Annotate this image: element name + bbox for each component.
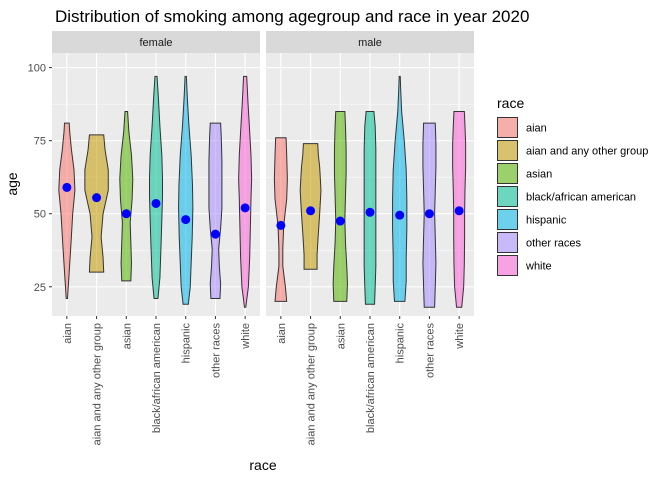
mean-point-female-aian [62,182,72,192]
legend-item: aian [497,117,547,138]
x-tick-label: white [454,323,466,350]
mean-point-female-asian [121,209,131,219]
facet-panel-male: male aian aian and any other group asian bla… [266,31,474,445]
x-tick-label: aian [276,323,288,344]
x-tick-label: other races [210,323,222,379]
legend-item: hispanic [497,209,567,230]
mean-point-male-asian [335,216,345,226]
mean-point-male-aian [276,220,286,230]
violin-male-asian [332,110,348,302]
mean-point-female-hispanic [181,215,191,225]
y-tick-label: 25 [34,282,46,294]
legend-label: aian [526,123,547,135]
mean-point-male-other-races [424,209,434,219]
legend-swatch [497,140,518,161]
x-axis-title: race [249,457,276,473]
legend-swatch [497,232,518,253]
violin-female-asian [119,110,134,282]
facet-strip-label: female [139,37,172,49]
x-tick-label: asian [335,323,347,349]
legend-title: race [497,95,524,111]
legend-swatch [497,117,518,138]
legend-swatch [497,255,518,276]
violin-female-aian [58,122,76,299]
x-tick-label: black/african american [151,323,163,433]
legend-swatch [497,163,518,184]
legend-label: asian [526,169,552,181]
x-tick-label: white [240,323,252,350]
legend-swatch [497,186,518,207]
legend-item: asian [497,163,552,184]
facet-strip [266,31,474,53]
mean-point-male-black-african-american [365,207,375,217]
legend-item: aian and any other group [497,140,648,161]
facet-strip-label: male [358,37,382,49]
mean-point-male-hispanic [395,210,405,220]
y-tick-label: 75 [34,136,46,148]
panels-layer: female aian aian and any other group asian b… [28,31,474,445]
mean-point-female-black-african-american [151,198,161,208]
legend-label: other races [526,238,582,250]
chart-title: Distribution of smoking among agegroup a… [55,7,529,26]
y-axis-title: age [4,172,20,196]
x-tick-label: aian [62,323,74,344]
legend-label: hispanic [526,215,567,227]
facet-panel-female: female aian aian and any other group asian b… [28,31,260,445]
x-tick-label: hispanic [395,323,407,364]
violin-female-other-races [208,122,223,299]
legend-label: white [525,261,552,273]
legend-swatch [497,209,518,230]
legend-item: black/african american [497,186,636,207]
x-tick-label: asian [121,323,133,349]
legend-item: other races [497,232,582,253]
violin-male-hispanic [392,75,408,302]
legend: race aian aian and any other group asian bl… [497,95,648,276]
violin-female-white [238,75,253,308]
legend-label: black/african american [526,192,636,204]
x-tick-label: aian and any other group [92,323,104,445]
mean-point-female-white [240,203,250,213]
mean-point-female-other-races [210,229,220,239]
legend-item: white [497,255,552,276]
mean-point-male-white [454,206,464,216]
x-tick-label: other races [424,323,436,379]
facet-strip [52,31,260,53]
violin-male-aian [273,137,288,302]
x-tick-label: black/african american [365,323,377,433]
legend-label: aian and any other group [526,146,648,158]
violin-female-hispanic [178,75,194,305]
x-tick-label: hispanic [181,323,193,364]
y-tick-label: 100 [28,63,46,75]
mean-point-female-aian-and-any-other-group [92,193,102,203]
violin-female-black-african-american [149,75,163,299]
mean-point-male-aian-and-any-other-group [306,206,316,216]
x-tick-label: aian and any other group [306,323,318,445]
violin-female-aian-and-any-other-group [84,134,109,273]
y-tick-label: 50 [34,209,46,221]
